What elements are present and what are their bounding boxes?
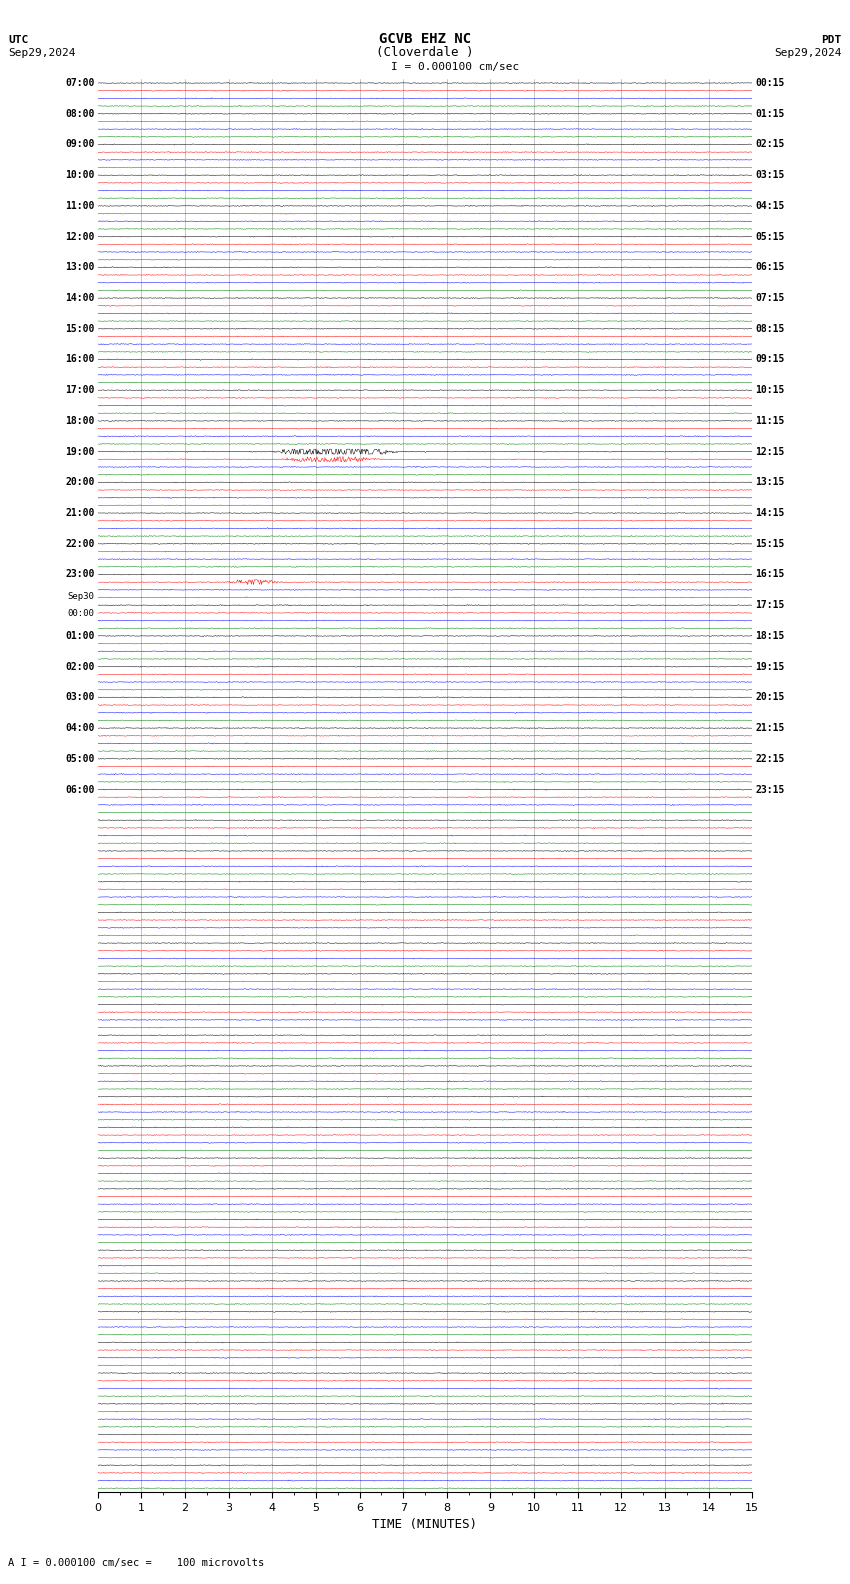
Text: PDT: PDT (821, 35, 842, 44)
Text: 12:15: 12:15 (756, 447, 785, 456)
Text: 11:15: 11:15 (756, 417, 785, 426)
Text: 15:15: 15:15 (756, 539, 785, 548)
Text: 13:15: 13:15 (756, 477, 785, 488)
Text: Sep30: Sep30 (68, 592, 94, 600)
Text: 08:00: 08:00 (65, 109, 94, 119)
Text: 14:15: 14:15 (756, 508, 785, 518)
Text: 21:00: 21:00 (65, 508, 94, 518)
Text: 23:15: 23:15 (756, 784, 785, 795)
Text: 15:00: 15:00 (65, 323, 94, 334)
Text: I = 0.000100 cm/sec: I = 0.000100 cm/sec (391, 62, 519, 71)
Text: GCVB EHZ NC: GCVB EHZ NC (379, 32, 471, 46)
Text: 09:15: 09:15 (756, 355, 785, 364)
Text: 08:15: 08:15 (756, 323, 785, 334)
Text: 22:15: 22:15 (756, 754, 785, 763)
Text: 06:15: 06:15 (756, 263, 785, 272)
Text: 03:00: 03:00 (65, 692, 94, 702)
Text: 00:00: 00:00 (68, 610, 94, 618)
Text: 00:15: 00:15 (756, 78, 785, 89)
X-axis label: TIME (MINUTES): TIME (MINUTES) (372, 1517, 478, 1532)
Text: 23:00: 23:00 (65, 570, 94, 580)
Text: 12:00: 12:00 (65, 231, 94, 242)
Text: 04:15: 04:15 (756, 201, 785, 211)
Text: 11:00: 11:00 (65, 201, 94, 211)
Text: 01:00: 01:00 (65, 630, 94, 642)
Text: 13:00: 13:00 (65, 263, 94, 272)
Text: (Cloverdale ): (Cloverdale ) (377, 46, 473, 59)
Text: Sep29,2024: Sep29,2024 (8, 48, 76, 57)
Text: 10:00: 10:00 (65, 169, 94, 181)
Text: 16:15: 16:15 (756, 570, 785, 580)
Text: 19:00: 19:00 (65, 447, 94, 456)
Text: 03:15: 03:15 (756, 169, 785, 181)
Text: 17:15: 17:15 (756, 600, 785, 610)
Text: 17:00: 17:00 (65, 385, 94, 394)
Text: 01:15: 01:15 (756, 109, 785, 119)
Text: 05:15: 05:15 (756, 231, 785, 242)
Text: 02:00: 02:00 (65, 662, 94, 672)
Text: 22:00: 22:00 (65, 539, 94, 548)
Text: 10:15: 10:15 (756, 385, 785, 394)
Text: 14:00: 14:00 (65, 293, 94, 303)
Text: UTC: UTC (8, 35, 29, 44)
Text: 20:00: 20:00 (65, 477, 94, 488)
Text: 06:00: 06:00 (65, 784, 94, 795)
Text: A I = 0.000100 cm/sec =    100 microvolts: A I = 0.000100 cm/sec = 100 microvolts (8, 1559, 264, 1568)
Text: 18:00: 18:00 (65, 417, 94, 426)
Text: 07:00: 07:00 (65, 78, 94, 89)
Text: 16:00: 16:00 (65, 355, 94, 364)
Text: 18:15: 18:15 (756, 630, 785, 642)
Text: 05:00: 05:00 (65, 754, 94, 763)
Text: 07:15: 07:15 (756, 293, 785, 303)
Text: 09:00: 09:00 (65, 139, 94, 149)
Text: Sep29,2024: Sep29,2024 (774, 48, 842, 57)
Text: 04:00: 04:00 (65, 722, 94, 733)
Text: 02:15: 02:15 (756, 139, 785, 149)
Text: 20:15: 20:15 (756, 692, 785, 702)
Text: 21:15: 21:15 (756, 722, 785, 733)
Text: 19:15: 19:15 (756, 662, 785, 672)
